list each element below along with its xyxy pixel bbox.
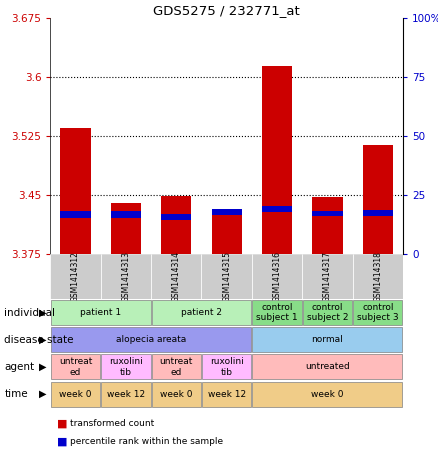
Bar <box>302 254 353 299</box>
Text: control
subject 2: control subject 2 <box>307 303 348 322</box>
Bar <box>202 381 251 407</box>
Text: GSM1414315: GSM1414315 <box>222 251 231 302</box>
Bar <box>201 254 252 299</box>
Bar <box>353 300 403 325</box>
Bar <box>60 211 91 217</box>
Text: alopecia areata: alopecia areata <box>116 335 186 344</box>
Bar <box>262 66 292 254</box>
Text: control
subject 3: control subject 3 <box>357 303 399 322</box>
Bar <box>252 254 302 299</box>
Text: untreat
ed: untreat ed <box>59 357 92 376</box>
Text: patient 1: patient 1 <box>80 308 121 317</box>
Bar <box>252 381 403 407</box>
Text: GSM1414318: GSM1414318 <box>373 251 382 302</box>
Bar <box>51 300 151 325</box>
Bar <box>152 300 251 325</box>
Text: GSM1414314: GSM1414314 <box>172 251 181 302</box>
Text: disease state: disease state <box>4 335 74 345</box>
Text: ▶: ▶ <box>39 308 46 318</box>
Text: week 12: week 12 <box>107 390 145 399</box>
Bar <box>60 128 91 254</box>
Bar <box>312 211 343 217</box>
Bar <box>51 354 100 380</box>
Text: untreat
ed: untreat ed <box>159 357 193 376</box>
Title: GDS5275 / 232771_at: GDS5275 / 232771_at <box>153 4 300 17</box>
Text: ▶: ▶ <box>39 335 46 345</box>
Bar <box>363 145 393 254</box>
Bar <box>363 210 393 216</box>
Bar <box>50 254 101 299</box>
Bar <box>212 209 242 254</box>
Text: time: time <box>4 389 28 399</box>
Bar <box>262 206 292 212</box>
Bar <box>111 211 141 217</box>
Text: ■: ■ <box>57 419 67 429</box>
Text: week 0: week 0 <box>311 390 344 399</box>
Bar <box>151 254 201 299</box>
Text: control
subject 1: control subject 1 <box>256 303 298 322</box>
Bar <box>252 300 302 325</box>
Bar <box>312 197 343 254</box>
Text: agent: agent <box>4 362 35 372</box>
Text: ■: ■ <box>57 437 67 447</box>
Text: transformed count: transformed count <box>70 419 154 428</box>
Text: patient 2: patient 2 <box>181 308 222 317</box>
Text: week 12: week 12 <box>208 390 246 399</box>
Text: ▶: ▶ <box>39 362 46 372</box>
Bar <box>353 254 403 299</box>
Bar <box>161 214 191 220</box>
Text: percentile rank within the sample: percentile rank within the sample <box>70 437 223 446</box>
Bar <box>152 354 201 380</box>
Text: GSM1414317: GSM1414317 <box>323 251 332 302</box>
Bar <box>161 196 191 254</box>
Bar <box>101 381 151 407</box>
Text: ruxolini
tib: ruxolini tib <box>210 357 244 376</box>
Text: normal: normal <box>311 335 343 344</box>
Bar <box>252 354 403 380</box>
Bar <box>111 202 141 254</box>
Text: individual: individual <box>4 308 55 318</box>
Bar <box>51 327 251 352</box>
Bar <box>101 254 151 299</box>
Bar <box>51 381 100 407</box>
Text: week 0: week 0 <box>160 390 193 399</box>
Bar <box>101 354 151 380</box>
Text: ruxolini
tib: ruxolini tib <box>109 357 143 376</box>
Text: GSM1414312: GSM1414312 <box>71 251 80 302</box>
Text: GSM1414316: GSM1414316 <box>272 251 282 302</box>
Text: untreated: untreated <box>305 362 350 371</box>
Bar <box>152 381 201 407</box>
Bar <box>252 327 403 352</box>
Bar <box>202 354 251 380</box>
Text: GSM1414313: GSM1414313 <box>121 251 131 302</box>
Bar <box>303 300 352 325</box>
Bar <box>212 209 242 215</box>
Text: ▶: ▶ <box>39 389 46 399</box>
Text: week 0: week 0 <box>59 390 92 399</box>
